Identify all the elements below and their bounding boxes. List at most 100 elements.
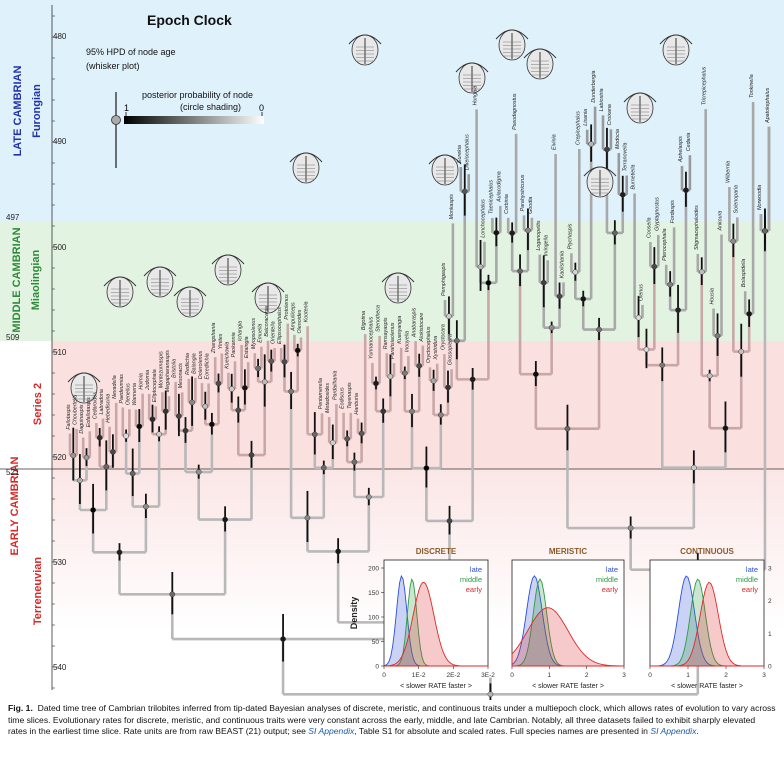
- trilobite-icon: [381, 272, 415, 304]
- trilobite-icons: [67, 29, 693, 404]
- taxon-label: Olenoides: [297, 309, 303, 333]
- trilobite-icon: [289, 152, 323, 184]
- pp-max-label: 1: [124, 103, 130, 113]
- density-legend-item: middle: [596, 575, 618, 584]
- taxon-label: Redlichia: [185, 353, 191, 375]
- trilobite-cephalon: [381, 272, 415, 283]
- trilobite-cephalon: [173, 286, 207, 297]
- node-circle: [469, 376, 476, 383]
- taxon-label: Xystridura: [433, 336, 439, 361]
- taxon-label: Orientella: [271, 321, 277, 344]
- node-circle: [446, 518, 453, 524]
- node-circle: [706, 372, 713, 379]
- caption-link-si-2[interactable]: SI Appendix: [650, 726, 697, 737]
- taxon-label: Ellipsocephalus: [277, 307, 283, 344]
- node-circle: [281, 358, 288, 365]
- taxon-label: Dikelocephalus: [465, 134, 471, 170]
- density-x-tick-label: 3: [762, 672, 766, 679]
- node-circle: [454, 337, 460, 344]
- density-x-tick-label: 0: [510, 672, 514, 679]
- node-circle: [96, 434, 103, 441]
- density-x-tick-label: 1: [686, 672, 690, 679]
- node-circle: [619, 191, 626, 198]
- node-circle: [90, 507, 96, 513]
- taxon-label: Holmia: [139, 373, 145, 390]
- node-circle: [195, 469, 202, 475]
- node-circle: [401, 370, 408, 376]
- density-x-label: < slower RATE faster >: [671, 683, 743, 690]
- hpd-label-2: (whisker plot): [86, 61, 140, 71]
- taxon-label: Glossopleura: [448, 334, 454, 365]
- taxon-label: Kootenia: [304, 301, 310, 322]
- node-circle: [156, 431, 162, 438]
- taxon-label: Stenotheca: [376, 305, 382, 332]
- age-tick-521: 521: [6, 468, 20, 477]
- trilobite-cephalon: [211, 254, 245, 265]
- taxon-label: Tricrepicephalus: [702, 66, 708, 105]
- trilobite-cephalon: [523, 48, 557, 59]
- trilobite-cephalon: [428, 154, 462, 165]
- taxon-label: Dunderbergia: [591, 70, 597, 102]
- density-x-tick-label: 3: [622, 672, 626, 679]
- node-circle: [604, 146, 610, 153]
- late-cambrian-band: [0, 0, 784, 221]
- node-circle: [675, 307, 681, 313]
- taxon-label: Hebediscina: [106, 394, 112, 423]
- density-panel-title: MERISTIC: [549, 547, 587, 556]
- node-circle: [659, 362, 666, 369]
- node-circle: [487, 691, 494, 698]
- node-circle: [294, 347, 301, 354]
- density-y-tick-label-right: 2: [768, 598, 772, 605]
- taxon-label: Ankoura: [718, 211, 724, 232]
- taxon-label: Eodiscus: [340, 387, 346, 409]
- figure: LATE CAMBRIAN Furongian MIDDLE CAMBRIAN …: [0, 0, 784, 700]
- node-circle: [643, 346, 650, 353]
- density-frame: [649, 559, 765, 667]
- taxon-label: Olenus: [639, 284, 645, 301]
- taxon-label: Eurekia: [457, 145, 463, 163]
- pp-label-1: posterior probability of node: [142, 90, 254, 100]
- taxon-label: Hungaia: [473, 86, 479, 106]
- node-circle: [373, 380, 379, 387]
- sidebar-middle: [0, 221, 52, 342]
- caption-link-si-1[interactable]: SI Appendix: [308, 726, 355, 737]
- node-circle: [83, 454, 90, 461]
- density-x-tick-label: 2E-2: [446, 672, 460, 679]
- taxon-label: Bristolia: [172, 359, 178, 378]
- node-circle: [596, 326, 602, 333]
- taxon-label: Emuella: [257, 324, 263, 343]
- taxon-label: Judomia: [145, 370, 151, 391]
- node-circle: [485, 279, 492, 286]
- taxon-label: Cedaroides: [92, 392, 98, 419]
- taxon-label: Oryctocephalus: [426, 326, 432, 363]
- taxon-label: Kueichowia: [224, 342, 230, 369]
- density-panel-title: CONTINUOUS: [680, 547, 734, 556]
- taxon-label: Tonkinella: [749, 74, 755, 98]
- trilobite-cephalon: [67, 372, 101, 383]
- node-circle: [698, 269, 705, 275]
- taxon-label: Stigmacephaloides: [694, 205, 700, 250]
- node-circle: [268, 358, 275, 365]
- node-circle: [517, 268, 523, 274]
- taxon-label: Labiostria: [599, 88, 605, 111]
- node-circle: [445, 384, 451, 391]
- taxon-label: Pterocephalia: [662, 228, 668, 260]
- node-circle: [564, 425, 571, 432]
- node-circle: [189, 399, 195, 406]
- taxon-label: Hanburia: [354, 393, 360, 415]
- density-x-tick-label: 2: [585, 672, 589, 679]
- trilobite-icon: [455, 62, 489, 94]
- taxon-label: Fallotaspis: [66, 404, 72, 430]
- taxon-label: Montezumaspis: [158, 351, 164, 388]
- age-tick-490: 490: [53, 137, 67, 146]
- taxon-label: Olenellus: [125, 383, 131, 405]
- caption-text-2: , Table S1 for absolute and scaled rates…: [354, 726, 651, 737]
- taxon-label: Yunnanocephalus: [368, 316, 374, 359]
- node-circle: [738, 348, 745, 355]
- density-x-label: < slower RATE faster >: [400, 683, 472, 690]
- node-circle: [380, 408, 387, 415]
- taxon-label: Cedaria: [686, 133, 692, 152]
- taxon-label: Ampulliceps: [290, 302, 296, 332]
- trilobite-cephalon: [289, 152, 323, 163]
- taxon-label: Choubertella: [73, 395, 79, 425]
